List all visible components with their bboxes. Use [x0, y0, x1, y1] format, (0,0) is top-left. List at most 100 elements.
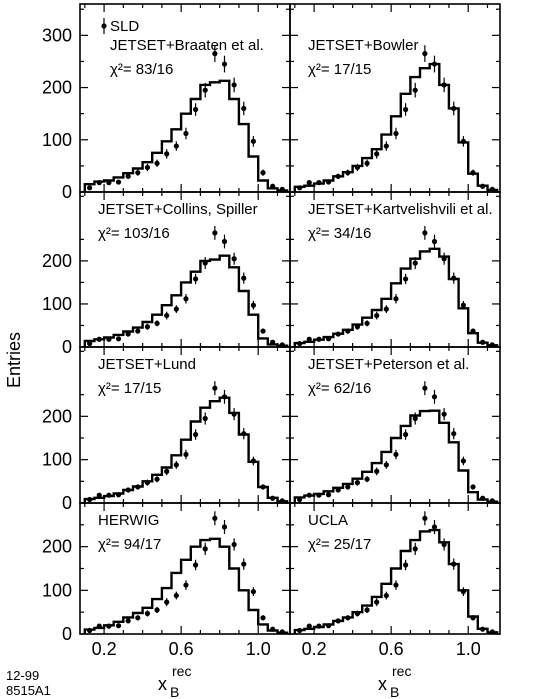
- data-point: [144, 164, 151, 171]
- data-point: [192, 431, 199, 438]
- x-tick-label: 1.0: [246, 639, 271, 659]
- data-point: [325, 179, 332, 185]
- data-point: [87, 496, 93, 503]
- x-axis-label-left: x B rec: [158, 663, 191, 699]
- data-point: [489, 342, 495, 348]
- data-point: [402, 431, 409, 438]
- data-point: [325, 492, 332, 498]
- x-axis-label-main: x: [158, 674, 167, 694]
- data-point: [441, 541, 447, 548]
- data-point: [374, 312, 380, 319]
- panel-1: JETSET+Braaten et al. χ²= 83/16 SLD: [79, 3, 291, 193]
- panel-2: JETSET+Bowler χ²= 17/15: [289, 3, 501, 193]
- data-point: [202, 546, 208, 552]
- data-point: [297, 627, 303, 634]
- data-point: [125, 331, 131, 337]
- y-tick-label: 0: [62, 337, 72, 357]
- data-point: [96, 180, 102, 186]
- x-axis-label-sup: rec: [172, 663, 191, 679]
- y-tick-label: 200: [42, 406, 72, 426]
- data-point: [202, 87, 208, 93]
- data-point: [106, 492, 112, 498]
- data-point: [364, 476, 370, 482]
- data-point: [183, 582, 189, 588]
- data-point: [212, 515, 218, 521]
- data-point: [354, 164, 361, 171]
- data-point: [393, 296, 399, 302]
- data-point: [231, 82, 237, 88]
- data-point: [460, 302, 466, 308]
- data-point: [306, 336, 312, 342]
- panel-3: JETSET+Collins, Spiller χ²= 103/16: [79, 191, 291, 348]
- panel-8: UCLA χ²= 25/17: [289, 502, 501, 635]
- data-point: [364, 160, 370, 166]
- data-point: [345, 328, 351, 334]
- data-point: [364, 320, 370, 326]
- data-point: [183, 296, 189, 302]
- panel-4: JETSET+Kartvelishvili et al. χ²= 34/16: [289, 191, 501, 348]
- data-point: [250, 589, 256, 595]
- data-point: [164, 151, 170, 157]
- data-point: [106, 180, 112, 186]
- data-point: [297, 185, 303, 191]
- data-point: [125, 618, 131, 624]
- data-point: [402, 562, 409, 568]
- data-point: [489, 186, 495, 192]
- y-tick-label: 100: [42, 130, 72, 150]
- data-point: [173, 306, 179, 312]
- data-point: [412, 415, 418, 422]
- data-point: [306, 623, 312, 629]
- data-point: [144, 480, 151, 486]
- data-point: [164, 599, 170, 605]
- data-point: [221, 394, 228, 400]
- figure-code-date: 12-99: [6, 668, 39, 683]
- data-point: [96, 623, 102, 629]
- figure-code-id: 8515A1: [6, 683, 51, 698]
- data-point: [96, 492, 102, 498]
- panel-model-label: UCLA: [308, 512, 348, 529]
- data-point: [173, 143, 179, 149]
- data-point: [374, 151, 380, 157]
- legend-label: SLD: [110, 18, 139, 35]
- data-point: [231, 411, 237, 417]
- model-histogram: [293, 528, 499, 634]
- data-point: [250, 138, 256, 144]
- y-tick-labels: 0 100 200 300 0 100 200 0 100 200 0 100 200: [42, 25, 72, 644]
- data-point: [144, 324, 151, 330]
- data-point: [460, 138, 466, 144]
- panel-chi2-label: χ²= 94/17: [98, 536, 161, 553]
- data-point: [115, 179, 122, 185]
- data-point: [202, 415, 208, 422]
- data-point: [212, 230, 218, 236]
- data-point: [144, 610, 151, 617]
- data-point: [250, 302, 256, 308]
- data-point: [383, 143, 389, 149]
- data-point: [260, 615, 266, 621]
- data-point: [470, 328, 476, 334]
- data-point: [431, 394, 438, 400]
- data-point: [470, 170, 476, 176]
- y-tick-label: 0: [62, 182, 72, 202]
- data-point: [480, 339, 486, 345]
- data-point: [106, 623, 112, 629]
- data-point: [270, 183, 276, 189]
- data-point: [241, 105, 247, 112]
- data-point: [422, 230, 428, 236]
- panel-chi2-label: χ²= 62/16: [308, 380, 371, 397]
- data-point: [183, 130, 189, 137]
- data-point: [316, 492, 322, 498]
- legend-marker: [101, 23, 107, 29]
- data-point: [231, 541, 237, 548]
- x-axis-label-sup: rec: [392, 663, 411, 679]
- data-point: [393, 451, 399, 458]
- data-point: [422, 515, 428, 521]
- data-point: [441, 411, 447, 417]
- data-point: [306, 492, 312, 498]
- data-point: [489, 629, 495, 635]
- data-point: [393, 582, 399, 588]
- data-point: [279, 186, 285, 192]
- data-point: [115, 623, 122, 629]
- panel-grid: JETSET+Braaten et al.χ²= 83/16SLDJETSET+…: [79, 3, 501, 635]
- panel-chi2-label: χ²= 17/15: [308, 61, 371, 78]
- data-point: [173, 462, 179, 468]
